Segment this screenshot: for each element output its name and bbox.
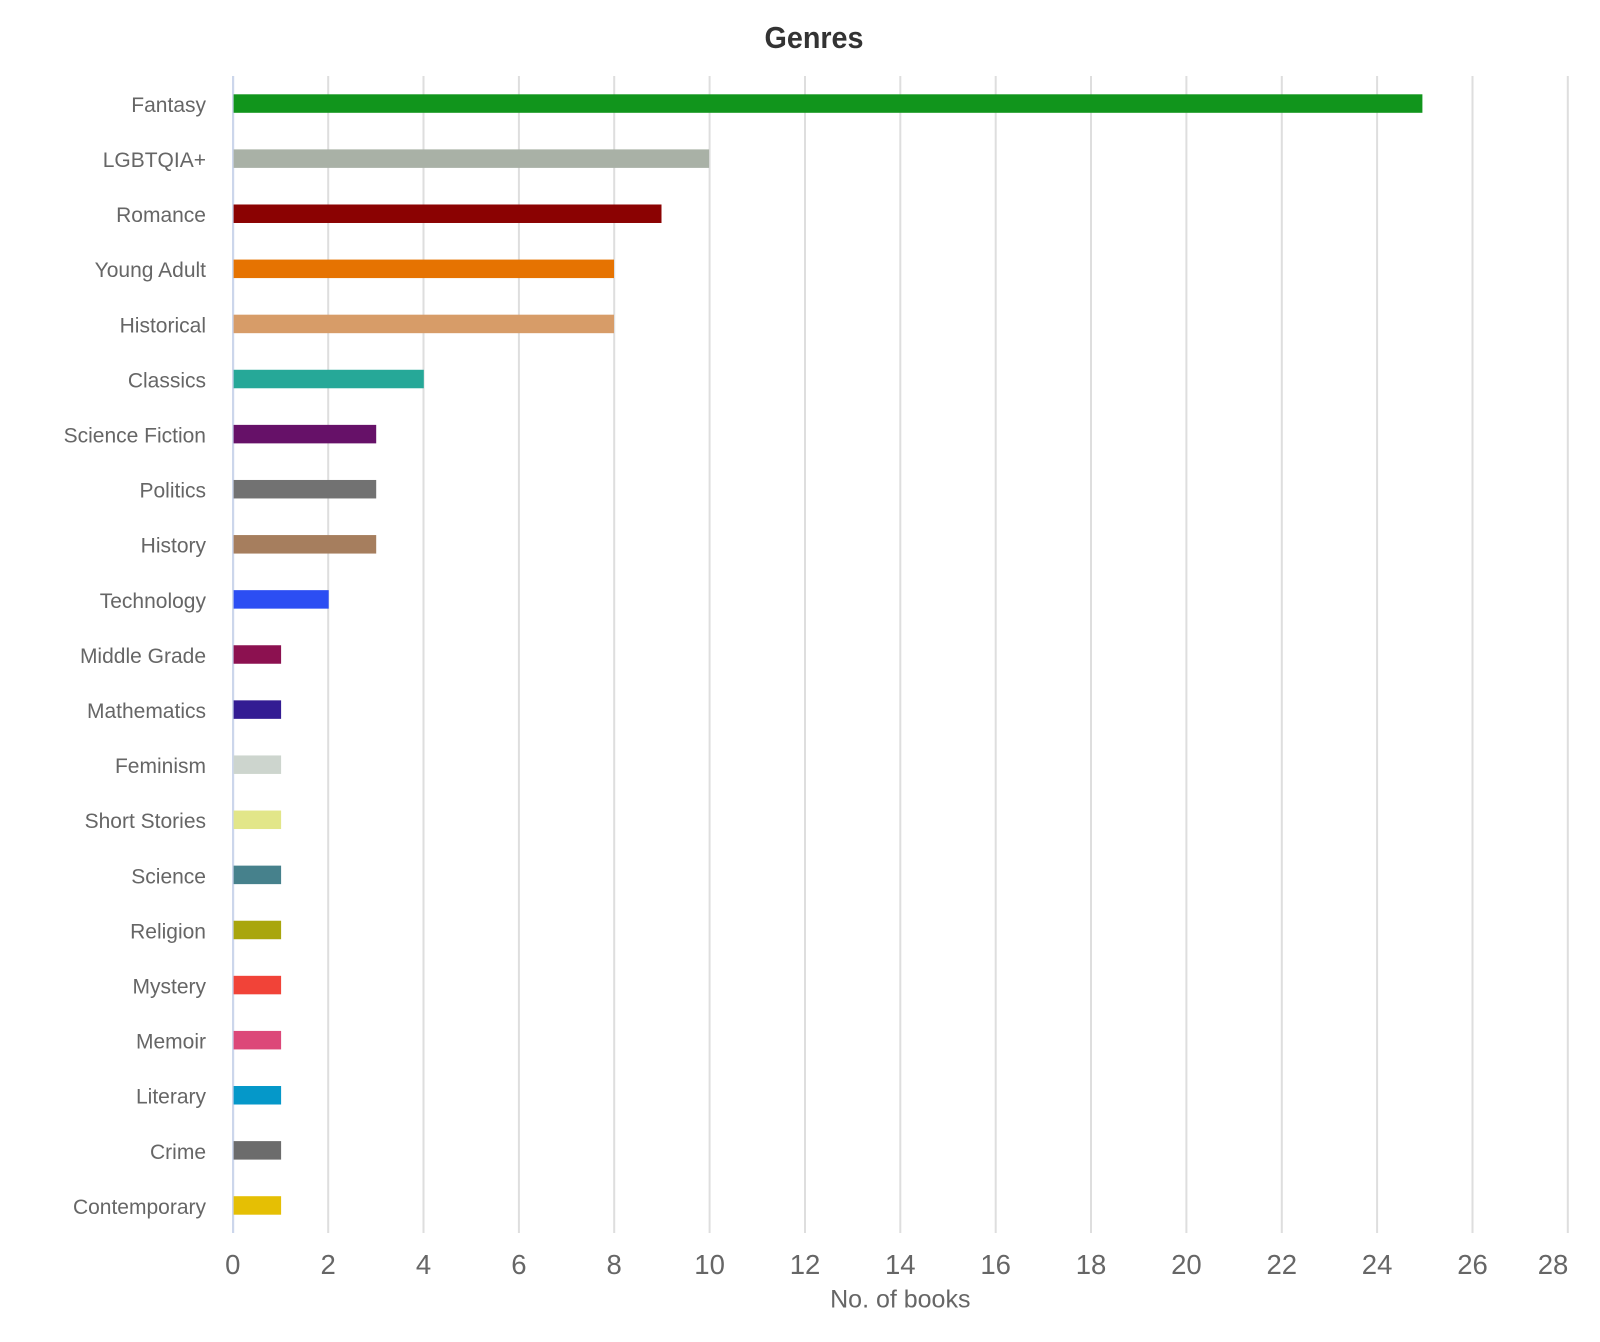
svg-text:6: 6: [511, 1249, 526, 1280]
svg-text:Classics: Classics: [128, 369, 206, 392]
svg-text:Science Fiction: Science Fiction: [64, 425, 206, 448]
svg-text:20: 20: [1171, 1249, 1202, 1280]
svg-text:Romance: Romance: [116, 204, 206, 227]
svg-text:28: 28: [1538, 1249, 1569, 1280]
svg-text:Middle Grade: Middle Grade: [80, 645, 206, 668]
svg-text:24: 24: [1362, 1249, 1393, 1280]
svg-text:4: 4: [416, 1249, 431, 1280]
svg-text:22: 22: [1267, 1249, 1298, 1280]
svg-text:Mystery: Mystery: [133, 976, 207, 999]
svg-text:8: 8: [607, 1249, 622, 1280]
svg-text:Genres: Genres: [765, 20, 864, 55]
svg-text:Contemporary: Contemporary: [73, 1196, 207, 1219]
svg-text:Historical: Historical: [120, 314, 206, 337]
svg-text:No. of books: No. of books: [830, 1286, 970, 1314]
svg-text:18: 18: [1076, 1249, 1107, 1280]
svg-text:Mathematics: Mathematics: [87, 700, 206, 723]
svg-text:Fantasy: Fantasy: [131, 94, 206, 117]
svg-text:2: 2: [321, 1249, 336, 1280]
svg-text:Crime: Crime: [150, 1141, 206, 1164]
svg-text:Technology: Technology: [100, 590, 207, 613]
svg-text:26: 26: [1457, 1249, 1488, 1280]
svg-text:Short Stories: Short Stories: [85, 810, 206, 833]
svg-text:0: 0: [225, 1249, 240, 1280]
svg-text:10: 10: [694, 1249, 725, 1280]
svg-text:Young Adult: Young Adult: [95, 259, 207, 282]
svg-text:14: 14: [885, 1249, 916, 1280]
svg-text:12: 12: [790, 1249, 821, 1280]
svg-text:Politics: Politics: [139, 480, 206, 503]
svg-text:Science: Science: [131, 865, 206, 888]
svg-text:16: 16: [980, 1249, 1011, 1280]
svg-text:LGBTQIA+: LGBTQIA+: [103, 149, 206, 172]
svg-text:Feminism: Feminism: [115, 755, 206, 778]
svg-text:History: History: [141, 535, 207, 558]
svg-text:Memoir: Memoir: [136, 1031, 206, 1054]
svg-text:Religion: Religion: [130, 920, 206, 943]
svg-text:Literary: Literary: [136, 1086, 207, 1109]
